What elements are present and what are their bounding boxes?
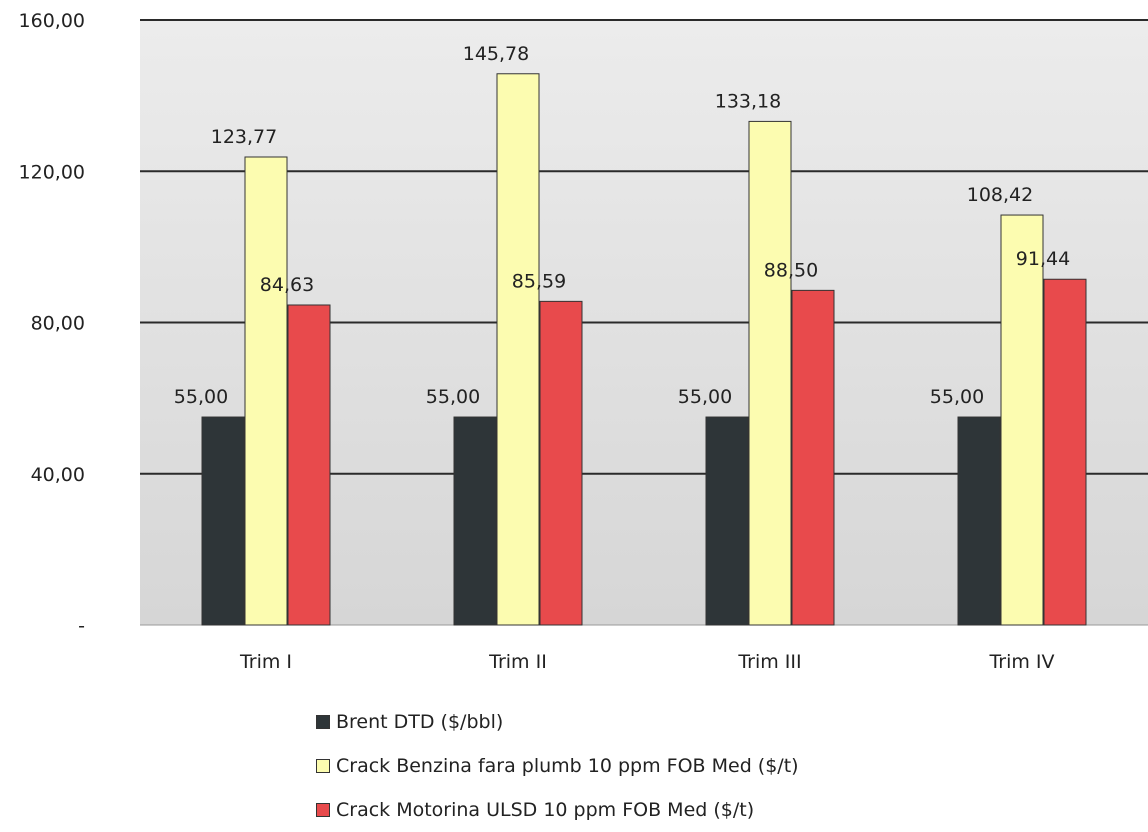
data-label: 55,00: [678, 386, 732, 408]
data-label: 133,18: [715, 90, 781, 112]
legend-item-brent: Brent DTD ($/bbl): [316, 700, 799, 744]
data-label: 84,63: [260, 274, 314, 296]
y-tick-label: 80,00: [31, 313, 85, 335]
data-label: 88,50: [764, 259, 818, 281]
bar: [1000, 214, 1044, 626]
y-tick-label: 160,00: [19, 10, 85, 32]
data-label: 108,42: [967, 184, 1033, 206]
legend-item-benzina: Crack Benzina fara plumb 10 ppm FOB Med …: [316, 744, 799, 788]
bar: [244, 156, 288, 626]
legend-label-brent: Brent DTD ($/bbl): [336, 711, 504, 733]
data-label: 55,00: [930, 386, 984, 408]
data-label: 85,59: [512, 270, 566, 292]
legend-swatch-brent: [316, 715, 330, 729]
x-tick-label: Trim IV: [988, 651, 1054, 673]
bar: [705, 416, 749, 626]
legend-swatch-motorina: [316, 803, 330, 817]
bar: [791, 289, 835, 626]
bar: [539, 300, 583, 626]
bar: [453, 416, 497, 626]
data-label: 55,00: [174, 386, 228, 408]
legend-swatch-benzina: [316, 759, 330, 773]
y-tick-label: 40,00: [31, 464, 85, 486]
bar: [287, 304, 331, 626]
data-label: 123,77: [211, 126, 277, 148]
bar: [748, 120, 792, 626]
y-tick-label: 120,00: [19, 161, 85, 183]
legend-label-benzina: Crack Benzina fara plumb 10 ppm FOB Med …: [336, 755, 799, 777]
x-tick-label: Trim III: [737, 651, 801, 673]
y-tick-label: -: [78, 615, 85, 637]
x-tick-label: Trim I: [239, 651, 292, 673]
data-label: 55,00: [426, 386, 480, 408]
bar: [957, 416, 1001, 626]
data-label: 145,78: [463, 43, 529, 65]
legend: Brent DTD ($/bbl) Crack Benzina fara plu…: [316, 700, 799, 832]
legend-label-motorina: Crack Motorina ULSD 10 ppm FOB Med ($/t): [336, 799, 755, 821]
bar: [1043, 278, 1087, 626]
x-tick-label: Trim II: [488, 651, 547, 673]
bar: [496, 73, 540, 626]
bar: [201, 416, 245, 626]
data-label: 91,44: [1016, 248, 1070, 270]
legend-item-motorina: Crack Motorina ULSD 10 ppm FOB Med ($/t): [316, 788, 799, 832]
